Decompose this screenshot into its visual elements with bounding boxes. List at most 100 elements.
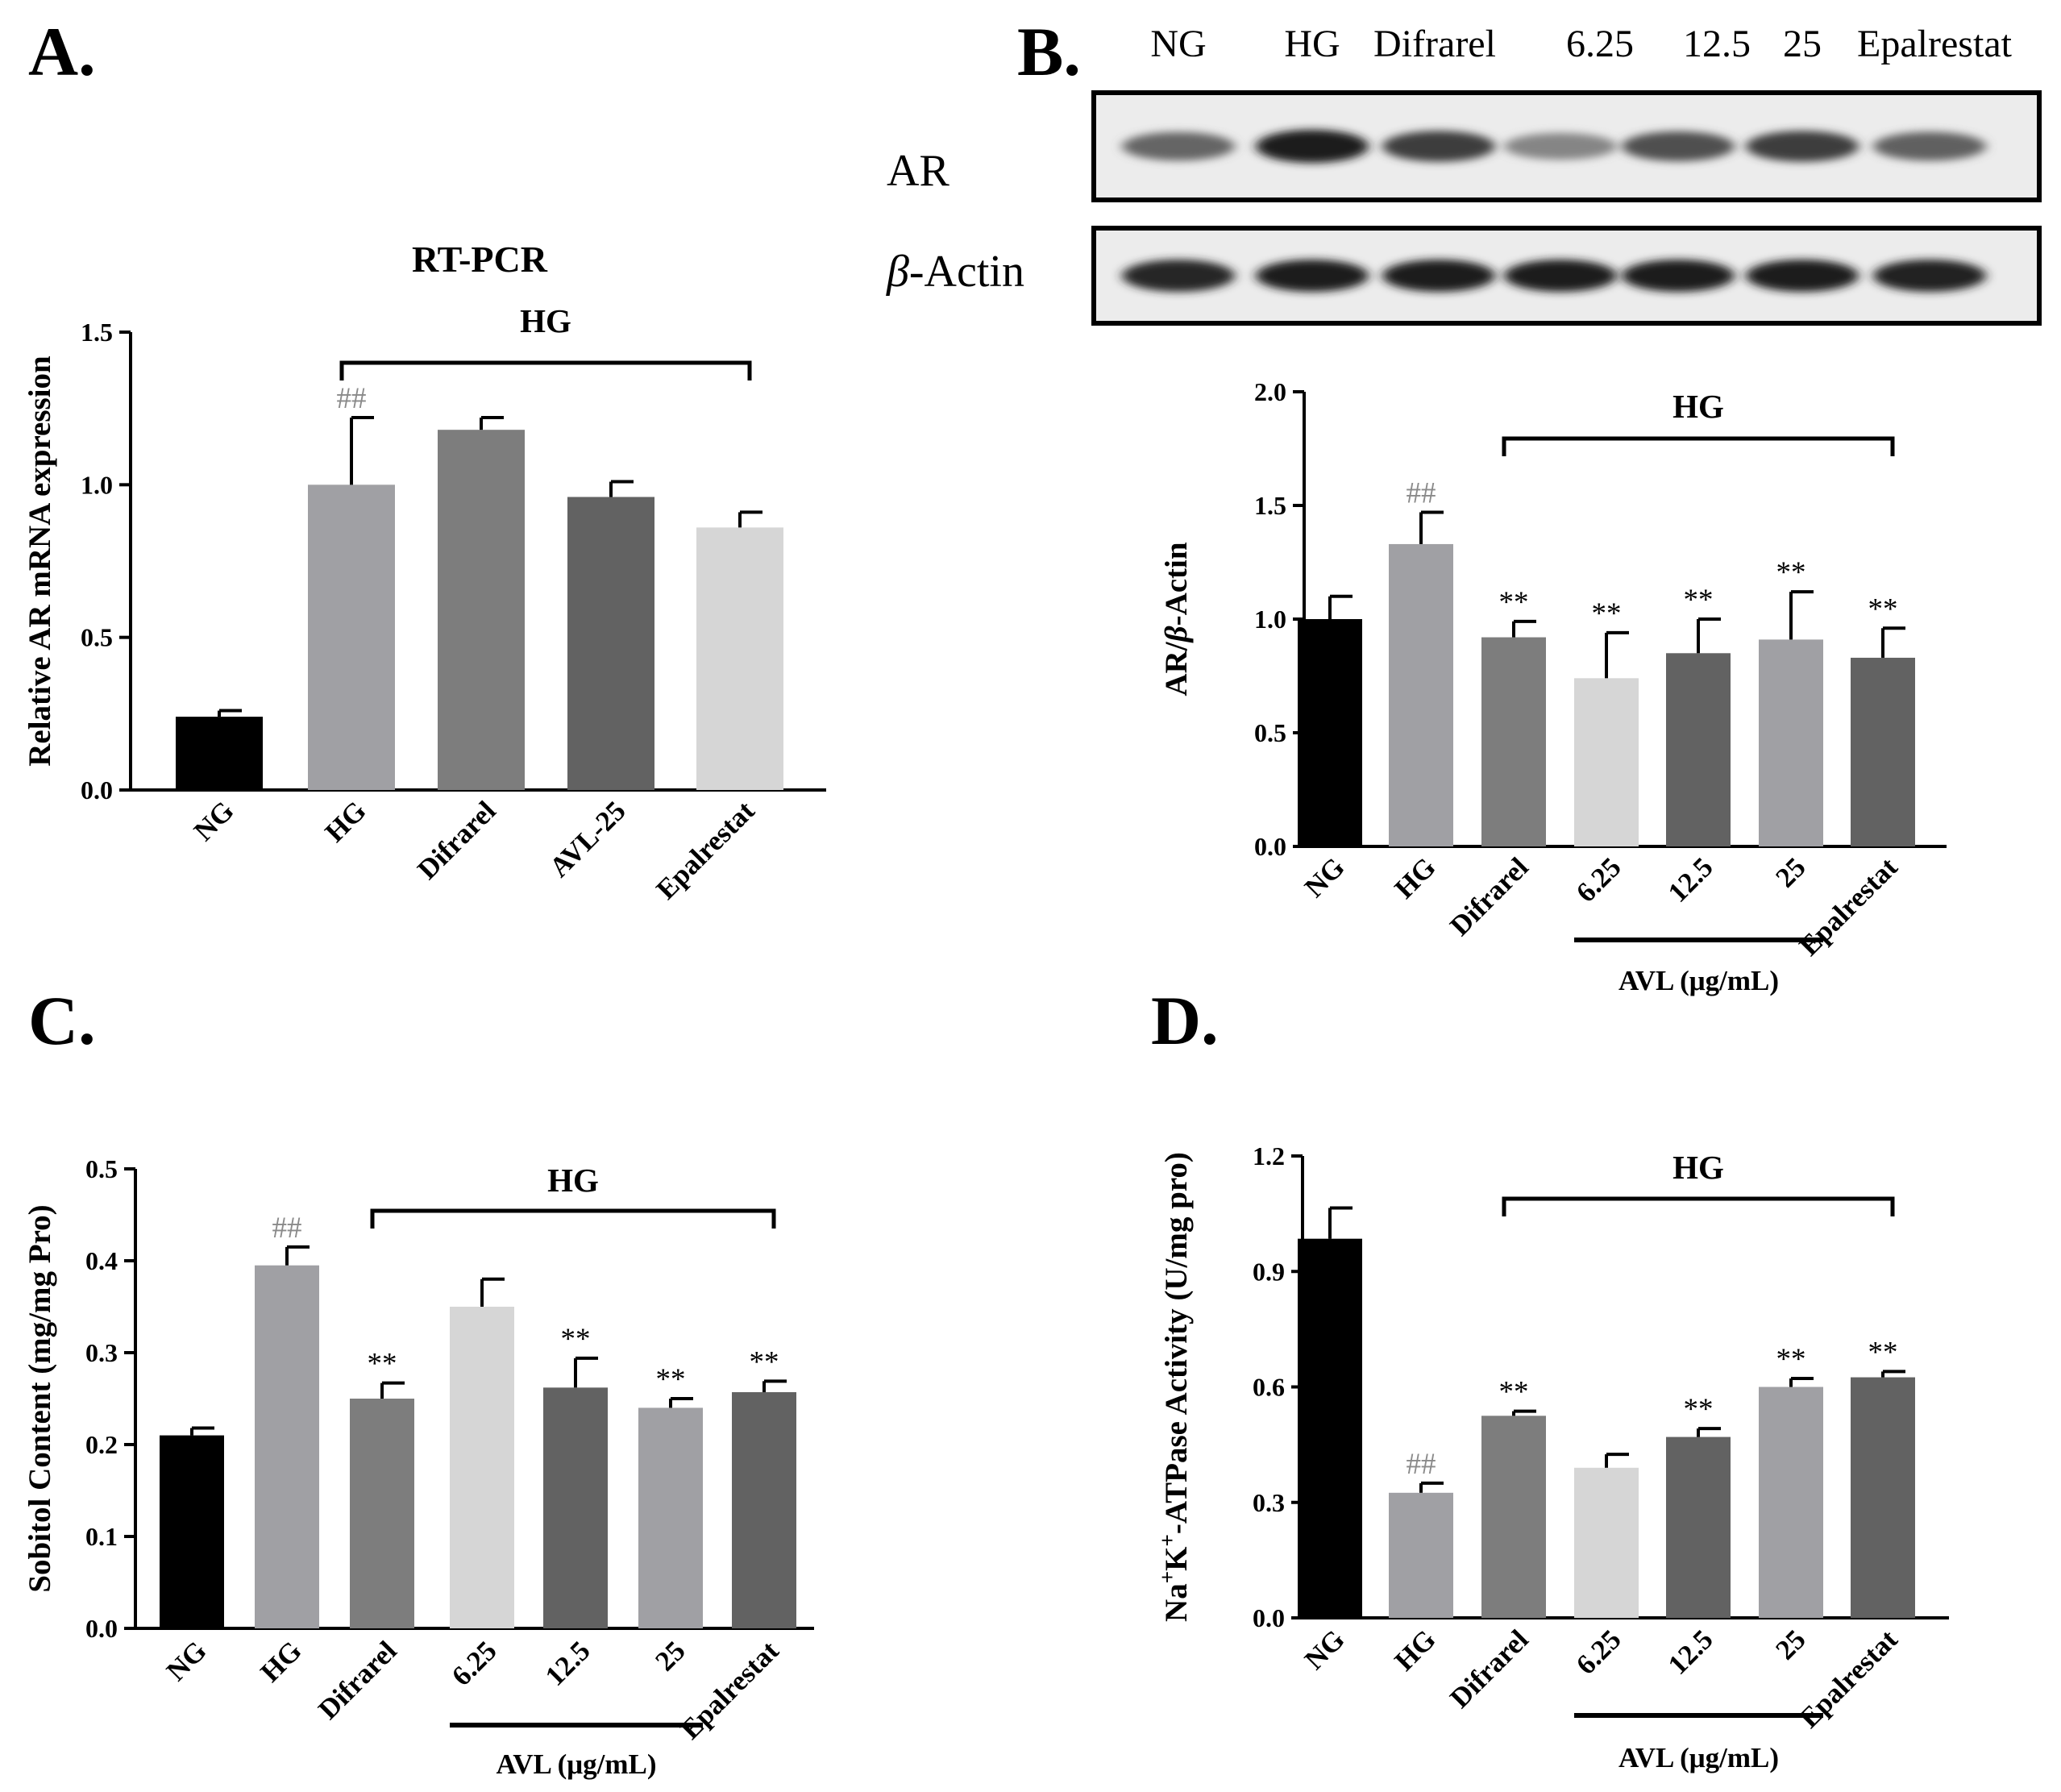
- bar-ng: [176, 717, 263, 790]
- y-tick-label: 0.4: [85, 1246, 118, 1275]
- y-axis-title-part: Relative AR mRNA expression: [23, 355, 57, 767]
- y-tick-label: 2.0: [1254, 377, 1286, 406]
- hg-bracket-label: HG: [1672, 1149, 1724, 1186]
- bar-epalrestat: [1851, 1377, 1915, 1618]
- bar-ng: [1298, 1238, 1362, 1618]
- bar-6-25: [450, 1307, 514, 1628]
- significance-stars: **: [656, 1363, 686, 1396]
- x-category-label: Difrarel: [1444, 851, 1535, 942]
- x-category-label: NG: [160, 1635, 213, 1687]
- hg-bracket: [370, 1208, 776, 1229]
- bar-epalrestat: [732, 1392, 796, 1628]
- chart-a-title: RT-PCR: [412, 239, 548, 280]
- blot-row-label-main: AR: [887, 146, 949, 196]
- y-axis-title-part: Sobitol Content (mg/mg Pro): [23, 1204, 57, 1592]
- significance-stars: **: [1868, 1336, 1898, 1369]
- avl-group-label: AVL (μg/mL): [496, 1748, 656, 1780]
- blot-band: [1873, 131, 1986, 161]
- blot-lane-label: 6.25: [1566, 23, 1634, 65]
- blot-row-label: β-Actin: [886, 247, 1024, 297]
- blot-lane-label: Difrarel: [1373, 23, 1496, 65]
- significance-stars: **: [1499, 1376, 1529, 1409]
- blot-band: [1122, 131, 1235, 161]
- y-tick-label: 1.0: [81, 470, 113, 499]
- y-axis-title-part: β: [1159, 626, 1194, 643]
- bar-25: [1759, 1387, 1823, 1618]
- hg-bracket: [1502, 1196, 1895, 1216]
- chart-d-atpase: 0.00.30.60.91.2Na+K+-ATPase Activity (U/…: [1155, 1141, 1949, 1773]
- y-tick-label: 0.0: [1254, 832, 1286, 861]
- x-category-label: HG: [1389, 851, 1442, 904]
- panel-letter-c: C.: [28, 982, 96, 1059]
- x-category-label: Epalrestat: [675, 1635, 785, 1745]
- hg-bracket: [1502, 436, 1895, 456]
- panel-letter-d: D.: [1151, 982, 1219, 1059]
- y-tick-label: 0.5: [1254, 718, 1286, 747]
- x-category-label: 25: [1769, 1624, 1811, 1665]
- x-category-label: 12.5: [539, 1635, 596, 1692]
- significance-hash: ##: [272, 1212, 302, 1245]
- bar-6-25: [1574, 678, 1639, 846]
- y-axis-title: Relative AR mRNA expression: [23, 355, 57, 767]
- blot-band: [1746, 131, 1859, 162]
- y-axis-title-part: -Actin: [1159, 542, 1194, 626]
- blot-band: [1382, 131, 1495, 162]
- blot-band: [1622, 131, 1735, 162]
- x-category-label: Epalrestat: [1793, 851, 1904, 962]
- x-category-label: HG: [255, 1635, 308, 1688]
- bar-epalrestat: [1851, 657, 1915, 846]
- y-tick-label: 0.0: [1253, 1603, 1285, 1632]
- y-tick-label: 0.5: [81, 623, 113, 652]
- bar-hg: [1389, 543, 1453, 846]
- y-axis-title: Na+K+-ATPase Activity (U/mg pro): [1155, 1152, 1194, 1622]
- bar-12-5: [1666, 1437, 1731, 1618]
- bar-ng: [160, 1435, 224, 1628]
- y-tick-label: 1.5: [1254, 491, 1286, 520]
- bar-epalrestat: [696, 527, 783, 790]
- blot-lane-label: 12.5: [1683, 23, 1751, 65]
- significance-hash: ##: [1407, 1448, 1436, 1481]
- x-category-label: Difrarel: [1444, 1624, 1535, 1715]
- blot-band: [1256, 260, 1369, 292]
- blot-row-label-greek: β: [886, 247, 909, 297]
- significance-stars: **: [1684, 584, 1714, 617]
- significance-stars: **: [561, 1323, 591, 1356]
- y-axis-title-part: +: [1155, 1534, 1179, 1546]
- x-category-label: 12.5: [1662, 851, 1719, 908]
- bar-difrarel: [350, 1399, 414, 1628]
- bar-hg: [255, 1265, 319, 1628]
- y-tick-label: 0.0: [85, 1614, 118, 1643]
- blot-band: [1873, 260, 1986, 292]
- y-tick-label: 0.0: [81, 775, 113, 805]
- y-tick-label: 0.3: [85, 1338, 118, 1367]
- blot-rows: AR β-Actin: [886, 90, 2042, 326]
- y-tick-label: 0.6: [1253, 1373, 1285, 1402]
- y-axis-title-part: K: [1159, 1546, 1194, 1571]
- y-tick-label: 0.1: [85, 1522, 118, 1551]
- y-tick-label: 1.0: [1254, 605, 1286, 634]
- significance-stars: **: [1776, 556, 1806, 589]
- bar-difrarel: [1481, 637, 1546, 846]
- x-category-label: HG: [1389, 1624, 1442, 1677]
- x-category-label: 25: [649, 1635, 691, 1677]
- significance-hash: ##: [337, 382, 367, 415]
- x-category-label: NG: [188, 795, 240, 847]
- blot-band: [1122, 260, 1235, 292]
- bar-6-25: [1574, 1467, 1639, 1618]
- x-category-label: 6.25: [1570, 1624, 1627, 1681]
- hg-bracket-label: HG: [547, 1162, 599, 1199]
- blot-band: [1256, 129, 1369, 164]
- significance-stars: **: [1776, 1343, 1806, 1376]
- x-category-label: NG: [1299, 1624, 1351, 1676]
- significance-stars: **: [750, 1345, 779, 1378]
- chart-b-ar-ratio: 0.0 0.5 1.0 1.5 2.0 AR/β-Actin NG ## HG ** Difrare…: [1159, 377, 1947, 996]
- blot-band: [1746, 260, 1859, 292]
- x-category-label: Difrarel: [312, 1635, 403, 1726]
- blot-lane-label: HG: [1284, 23, 1340, 65]
- blot-lane-label: 25: [1783, 23, 1822, 65]
- blot-band: [1504, 132, 1617, 160]
- bar-hg: [308, 484, 395, 790]
- blot-band: [1504, 260, 1617, 292]
- chart-c-sorbitol: 0.0 0.1 0.2 0.3 0.4 0.5 Sobitol Content (mg/mg…: [23, 1154, 814, 1780]
- x-category-label: Epalrestat: [650, 795, 761, 905]
